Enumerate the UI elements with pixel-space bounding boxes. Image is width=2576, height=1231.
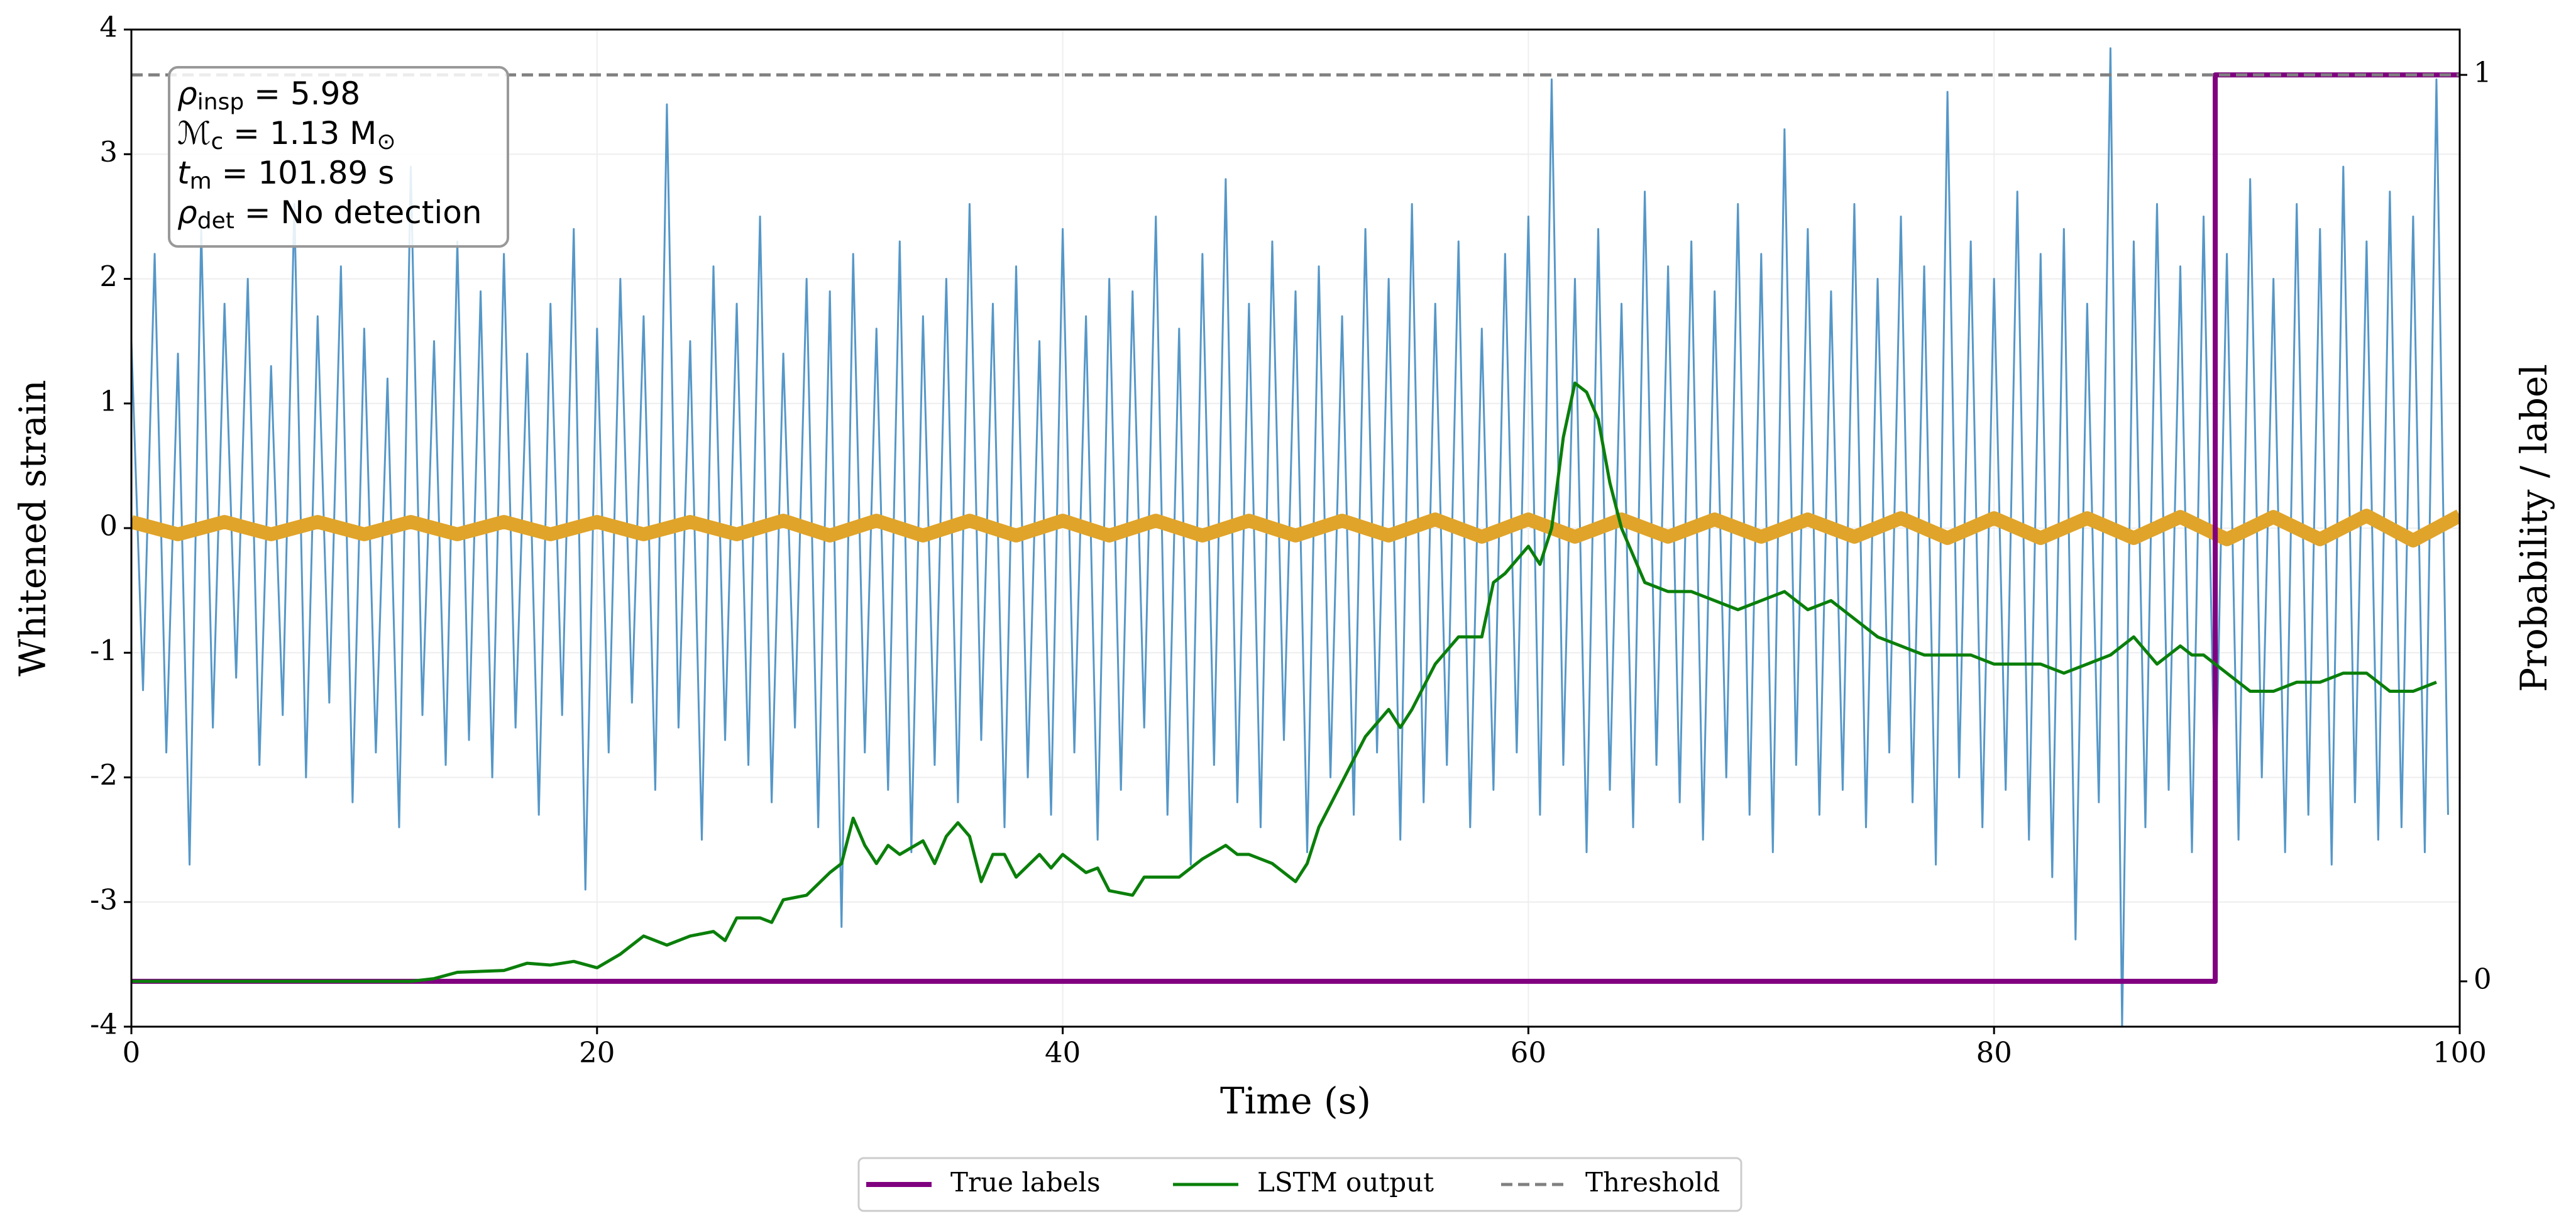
series-line [131, 47, 2449, 1027]
y-tick-label: -3 [90, 883, 118, 916]
annotation-text: = 101.89 s [212, 155, 395, 191]
annotation-text: = 1.13 M [223, 115, 377, 152]
legend-label: True labels [950, 1167, 1101, 1198]
x-tick-label: 80 [1976, 1036, 2012, 1069]
y-tick-label: -4 [90, 1008, 118, 1041]
y-tick-label: 4 [99, 11, 118, 44]
annotation-line: tm = 101.89 s [177, 155, 394, 195]
annotation-subscript: m [190, 168, 212, 194]
y2-tick-label: 1 [2474, 56, 2492, 89]
legend-box [857, 1157, 1742, 1212]
series-line [131, 381, 2437, 983]
annotation-box [168, 66, 509, 248]
x-tick-label: 100 [2433, 1036, 2487, 1069]
x-tick-label: 0 [123, 1036, 141, 1069]
annotation-text: = No detection [234, 194, 482, 231]
annotation-subscript: ⊙ [377, 129, 395, 155]
y-axis-label: Whitened strain [11, 380, 54, 676]
annotation-text: t [177, 155, 191, 191]
y-tick-label: 0 [99, 509, 118, 543]
y-tick-label: -2 [90, 758, 118, 792]
annotation-text: = 5.98 [244, 75, 360, 112]
legend-label: Threshold [1585, 1167, 1720, 1198]
x-tick-label: 20 [579, 1036, 615, 1069]
annotation-subscript: insp [197, 89, 244, 115]
x-tick-label: 60 [1511, 1036, 1546, 1069]
y2-axis-label: Probability / label [2513, 364, 2555, 692]
annotation-subscript: c [211, 129, 223, 155]
annotation-line: ρdet = No detection [177, 194, 482, 235]
annotation-text: ℳ [177, 115, 211, 152]
series-line [131, 509, 2460, 548]
y-tick-label: 2 [99, 260, 118, 293]
annotation-text: ρ [177, 194, 197, 231]
annotation-line: ℳc = 1.13 M⊙ [177, 115, 395, 155]
y-tick-label: 1 [99, 384, 118, 417]
annotation-subscript: det [197, 208, 234, 234]
y2-tick-label: 0 [2474, 962, 2492, 995]
y-tick-label: -1 [90, 634, 118, 667]
series-line [131, 72, 2460, 984]
y-tick-label: 3 [99, 135, 118, 168]
legend: True labels LSTM output Threshold [866, 1167, 1720, 1198]
x-axis-label: Time (s) [1220, 1079, 1371, 1122]
annotation-text: ρ [177, 75, 197, 112]
legend-label: LSTM output [1257, 1167, 1434, 1198]
x-tick-label: 40 [1045, 1036, 1081, 1069]
annotation-line: ρinsp = 5.98 [177, 75, 360, 116]
plot-area [131, 47, 2460, 1027]
